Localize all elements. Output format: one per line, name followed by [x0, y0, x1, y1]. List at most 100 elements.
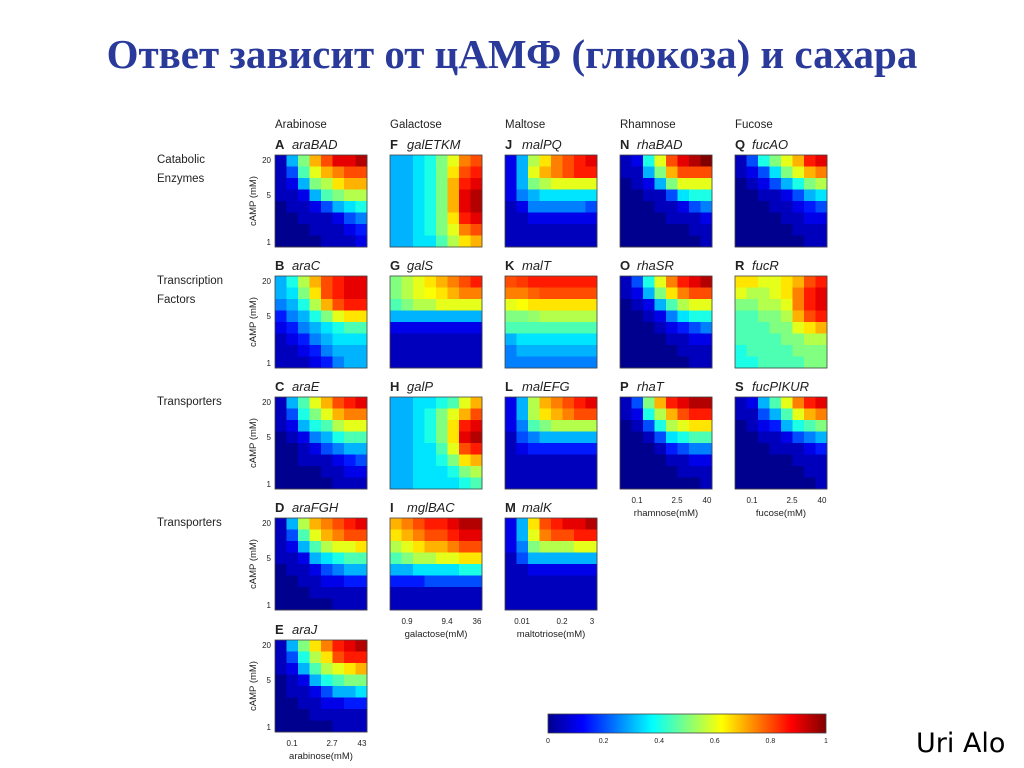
- heatmap-cell: [516, 541, 529, 553]
- heatmap-cell: [562, 598, 575, 611]
- x-tick-label: 2.5: [671, 496, 683, 505]
- heatmap-cell: [781, 454, 793, 467]
- heatmap-cell: [459, 201, 471, 213]
- heatmap-cell: [528, 166, 540, 179]
- heatmap-cell: [447, 178, 460, 190]
- heatmap-cell: [424, 477, 437, 490]
- heatmap-cell: [275, 345, 287, 357]
- heatmap-cell: [804, 356, 816, 369]
- heatmap-cell: [344, 640, 356, 652]
- heatmap-cell: [528, 529, 540, 542]
- heatmap-cell: [298, 408, 310, 421]
- heatmap-cell: [620, 212, 632, 225]
- heatmap-cell: [689, 333, 701, 346]
- heatmap-cell: [643, 477, 655, 490]
- heatmap-cell: [516, 552, 529, 565]
- heatmap-cell: [792, 397, 805, 409]
- heatmap-cell: [298, 276, 310, 288]
- heatmap-cell: [286, 322, 299, 334]
- heatmap-cell: [666, 212, 678, 225]
- heatmap-cell: [447, 224, 460, 236]
- heatmap-cell: [309, 477, 322, 490]
- x-tick-label: 0.9: [401, 617, 413, 626]
- panel-gene-label: fucR: [752, 258, 779, 273]
- heatmap-cell: [505, 276, 517, 288]
- heatmap-cell: [516, 235, 529, 248]
- heatmap-cell: [574, 431, 586, 444]
- heatmap-cell: [781, 155, 793, 167]
- heatmap-cell: [344, 333, 356, 346]
- heatmap-cell: [539, 322, 552, 334]
- heatmap-cell: [781, 322, 793, 334]
- heatmap-cell: [355, 709, 368, 721]
- heatmap-cell: [344, 178, 356, 190]
- heatmap-cell: [413, 587, 425, 599]
- heatmap-cell: [804, 454, 816, 467]
- heatmap-cell: [516, 345, 529, 357]
- heatmap-cell: [735, 310, 747, 323]
- heatmap-cell: [413, 397, 425, 409]
- heatmap-cell: [470, 552, 483, 565]
- heatmap-cell: [424, 276, 437, 288]
- heatmap-cell: [689, 287, 701, 300]
- heatmap-cell: [436, 322, 448, 334]
- heatmap-cell: [516, 276, 529, 288]
- heatmap-cell: [286, 276, 299, 288]
- heatmap-cell: [516, 155, 529, 167]
- x-tick-label: 2.7: [326, 739, 338, 748]
- heatmap-cell: [804, 443, 816, 455]
- heatmap-cell: [769, 155, 782, 167]
- heatmap-cell: [286, 454, 299, 467]
- heatmap-cell: [355, 598, 368, 611]
- heatmap-cell: [539, 224, 552, 236]
- heatmap-cell: [804, 287, 816, 300]
- heatmap-cell: [539, 310, 552, 323]
- heatmap-cell: [321, 529, 333, 542]
- heatmap-cell: [321, 454, 333, 467]
- heatmap-cell: [585, 408, 598, 421]
- heatmap-cell: [344, 454, 356, 467]
- heatmap-cell: [643, 431, 655, 444]
- heatmap-cell: [781, 408, 793, 421]
- heatmap-cell: [654, 322, 667, 334]
- heatmap-cell: [758, 189, 770, 202]
- heatmap-cell: [528, 518, 540, 530]
- heatmap-cell: [781, 477, 793, 490]
- heatmap-cell: [815, 276, 828, 288]
- heatmap-cell: [516, 587, 529, 599]
- heatmap-cell: [344, 663, 356, 675]
- heatmap-cell: [470, 587, 483, 599]
- heatmap-cell: [735, 287, 747, 300]
- heatmap-cell: [309, 598, 322, 611]
- heatmap-cell: [401, 155, 414, 167]
- heatmap-cell: [574, 333, 586, 346]
- heatmap-cell: [528, 356, 540, 369]
- heatmap-cell: [631, 408, 644, 421]
- heatmap-cell: [735, 212, 747, 225]
- heatmap-cell: [516, 431, 529, 444]
- heatmap-cell: [769, 201, 782, 213]
- heatmap-cell: [355, 356, 368, 369]
- heatmap-cell: [804, 420, 816, 432]
- x-axis-label: maltotriose(mM): [517, 629, 586, 640]
- heatmap-cell: [505, 443, 517, 455]
- heatmap-cell: [332, 310, 345, 323]
- heatmap-cell: [424, 333, 437, 346]
- panel-gene-label: rhaSR: [637, 258, 674, 273]
- heatmap-cell: [643, 189, 655, 202]
- heatmap-cell: [424, 345, 437, 357]
- heatmap-cell: [309, 651, 322, 664]
- heatmap-cell: [528, 155, 540, 167]
- heatmap-cell: [275, 299, 287, 311]
- heatmap-cell: [332, 674, 345, 687]
- x-axis-label: fucose(mM): [756, 508, 806, 519]
- heatmap-cell: [321, 709, 333, 721]
- heatmap-cell: [355, 178, 368, 190]
- heatmap-cell: [539, 333, 552, 346]
- heatmap-cell: [735, 454, 747, 467]
- heatmap-cell: [539, 466, 552, 478]
- heatmap-cell: [528, 322, 540, 334]
- heatmap-cell: [470, 166, 483, 179]
- heatmap-cell: [332, 212, 345, 225]
- heatmap-cell: [321, 356, 333, 369]
